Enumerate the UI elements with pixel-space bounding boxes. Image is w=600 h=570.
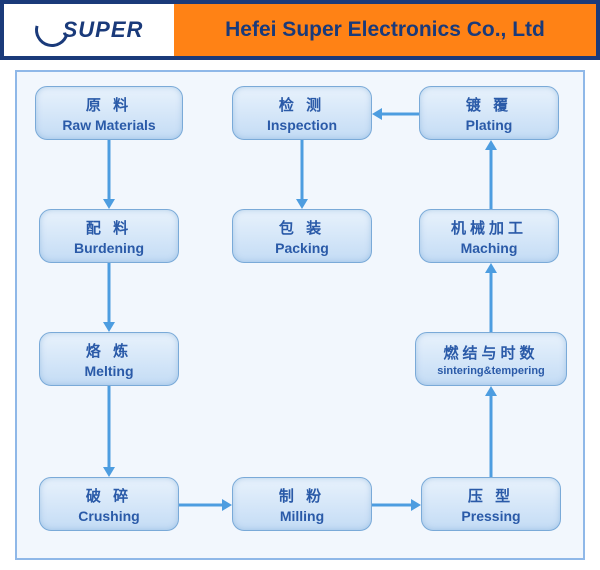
flowchart-node-packing: 包 装 Packing	[232, 209, 372, 263]
flowchart-node-melting: 烙 炼 Melting	[39, 332, 179, 386]
flowchart-node-pressing: 压 型 Pressing	[421, 477, 561, 531]
node-label-cn: 烙 炼	[86, 340, 132, 361]
node-label-cn: 镀 覆	[466, 94, 512, 115]
node-label-cn: 原 料	[86, 94, 132, 115]
node-label-en: Burdening	[74, 240, 144, 256]
flowchart-node-plating: 镀 覆 Plating	[419, 86, 559, 140]
header-banner: SUPER Hefei Super Electronics Co., Ltd	[0, 0, 600, 60]
node-label-en: Packing	[275, 240, 329, 256]
node-label-en: Melting	[85, 363, 134, 379]
flowchart-node-crushing: 破 碎 Crushing	[39, 477, 179, 531]
node-label-cn: 破 碎	[86, 485, 132, 506]
company-name: Hefei Super Electronics Co., Ltd	[174, 18, 596, 42]
flowchart-node-sintering: 燃结与时数 sintering&tempering	[415, 332, 567, 386]
node-label-en: Crushing	[78, 508, 139, 524]
flowchart-node-milling: 制 粉 Milling	[232, 477, 372, 531]
flowchart-arrow	[372, 498, 421, 516]
flowchart-arrow	[103, 386, 115, 482]
flowchart-arrow	[296, 140, 308, 214]
flowchart-arrow	[179, 498, 232, 516]
logo-text: SUPER	[63, 17, 144, 43]
flowchart-node-maching: 机械加工 Maching	[419, 209, 559, 263]
logo-swoosh-icon	[28, 7, 74, 53]
node-label-cn: 检 测	[279, 94, 325, 115]
node-label-en: Raw Materials	[62, 117, 155, 133]
node-label-cn: 制 粉	[279, 485, 325, 506]
flowchart-arrow	[485, 386, 497, 482]
flowchart-arrow	[372, 107, 419, 125]
node-label-cn: 配 料	[86, 217, 132, 238]
node-label-cn: 燃结与时数	[443, 342, 538, 363]
logo-box: SUPER	[4, 4, 174, 56]
node-label-en: Pressing	[461, 508, 520, 524]
flowchart-node-inspection: 检 测 Inspection	[232, 86, 372, 140]
node-label-en: Milling	[280, 508, 324, 524]
node-label-en: Plating	[466, 117, 513, 133]
flowchart-arrow	[103, 263, 115, 337]
node-label-en: Inspection	[267, 117, 337, 133]
node-label-cn: 机械加工	[451, 217, 527, 238]
flowchart-arrow	[485, 140, 497, 214]
flowchart-node-burdening: 配 料 Burdening	[39, 209, 179, 263]
node-label-en: sintering&tempering	[437, 365, 545, 377]
node-label-en: Maching	[461, 240, 518, 256]
flowchart-arrow	[103, 140, 115, 214]
flowchart-arrow	[485, 263, 497, 337]
flowchart-node-raw: 原 料 Raw Materials	[35, 86, 183, 140]
node-label-cn: 压 型	[468, 485, 514, 506]
node-label-cn: 包 装	[279, 217, 325, 238]
flowchart-container: 原 料 Raw Materials 检 测 Inspection 镀 覆 Plating 配…	[15, 70, 585, 560]
